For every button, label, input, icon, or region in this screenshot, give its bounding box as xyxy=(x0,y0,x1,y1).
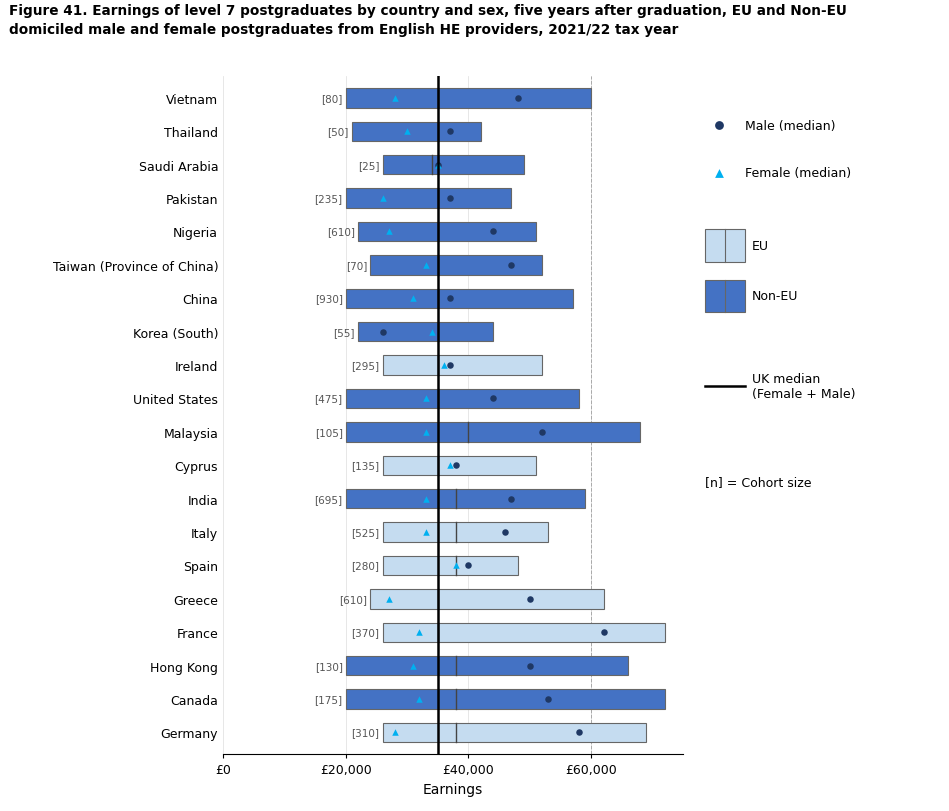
Point xyxy=(442,359,457,372)
Bar xyxy=(382,156,524,175)
Point xyxy=(504,492,519,505)
Bar xyxy=(382,723,646,742)
Text: [310]: [310] xyxy=(351,727,380,737)
Text: EU: EU xyxy=(752,240,769,253)
Point xyxy=(449,560,464,573)
Bar xyxy=(704,280,745,313)
Point xyxy=(442,293,457,306)
Bar xyxy=(345,656,628,676)
Point xyxy=(571,726,586,739)
Point xyxy=(437,359,452,372)
Text: [105]: [105] xyxy=(315,427,343,437)
Point xyxy=(522,593,537,606)
Bar xyxy=(345,290,573,308)
Text: [55]: [55] xyxy=(333,328,355,337)
Text: Female (median): Female (median) xyxy=(745,167,851,180)
Point xyxy=(534,426,549,439)
Point xyxy=(504,259,519,272)
Text: [175]: [175] xyxy=(314,694,343,704)
Point xyxy=(430,159,445,172)
Point xyxy=(405,293,420,306)
Bar xyxy=(370,255,542,275)
Point xyxy=(412,626,427,639)
Point xyxy=(418,492,433,505)
Point xyxy=(387,726,402,739)
Bar xyxy=(345,189,512,208)
Text: [930]: [930] xyxy=(315,294,343,304)
Text: [n] = Cohort size: [n] = Cohort size xyxy=(704,475,811,488)
Point xyxy=(497,526,512,539)
Point xyxy=(418,426,433,439)
Text: [135]: [135] xyxy=(351,461,380,470)
Point xyxy=(400,126,415,139)
Point xyxy=(541,693,556,706)
Text: [80]: [80] xyxy=(322,94,343,104)
Point xyxy=(412,693,427,706)
Bar xyxy=(382,356,542,375)
Text: [25]: [25] xyxy=(358,161,380,170)
Text: [295]: [295] xyxy=(351,361,380,371)
Bar xyxy=(382,623,665,642)
Text: [475]: [475] xyxy=(314,394,343,404)
Point xyxy=(596,626,611,639)
Bar xyxy=(358,323,493,342)
Bar xyxy=(345,423,641,442)
Point xyxy=(381,225,397,238)
Point xyxy=(522,659,537,672)
Point xyxy=(405,659,420,672)
Text: Male (median): Male (median) xyxy=(745,120,835,133)
Bar xyxy=(345,489,586,508)
Bar xyxy=(704,230,745,263)
Point xyxy=(449,459,464,472)
Text: Non-EU: Non-EU xyxy=(752,290,798,303)
Point xyxy=(424,326,439,339)
Bar xyxy=(358,222,536,242)
Text: [130]: [130] xyxy=(315,661,343,671)
Point xyxy=(486,225,501,238)
Text: [610]: [610] xyxy=(339,594,367,604)
Bar xyxy=(345,89,591,109)
Text: [50]: [50] xyxy=(327,127,349,137)
Point xyxy=(510,92,525,105)
Bar xyxy=(382,556,517,576)
Text: [280]: [280] xyxy=(351,560,380,571)
Point xyxy=(418,259,433,272)
Bar xyxy=(345,389,579,409)
Text: UK median
(Female + Male): UK median (Female + Male) xyxy=(752,373,856,401)
Bar xyxy=(352,122,481,142)
Bar xyxy=(382,456,536,475)
Point xyxy=(375,326,390,339)
Text: [70]: [70] xyxy=(345,260,367,271)
Point xyxy=(418,526,433,539)
Text: [610]: [610] xyxy=(327,227,355,237)
Bar xyxy=(382,523,549,542)
Text: [695]: [695] xyxy=(314,494,343,504)
Point xyxy=(711,120,726,133)
Bar xyxy=(345,689,665,709)
Point xyxy=(486,393,501,406)
Point xyxy=(461,560,476,573)
Point xyxy=(442,126,457,139)
Text: [525]: [525] xyxy=(351,527,380,538)
Text: [370]: [370] xyxy=(351,628,380,637)
Point xyxy=(418,393,433,406)
Point xyxy=(442,459,457,472)
Point xyxy=(387,92,402,105)
Text: Figure 41. Earnings of level 7 postgraduates by country and sex, five years afte: Figure 41. Earnings of level 7 postgradu… xyxy=(9,4,847,37)
X-axis label: Earnings: Earnings xyxy=(423,782,483,796)
Point xyxy=(381,593,397,606)
Text: [235]: [235] xyxy=(314,194,343,204)
Point xyxy=(711,167,726,180)
Point xyxy=(430,159,445,172)
Bar xyxy=(370,590,604,609)
Point xyxy=(375,192,390,205)
Point xyxy=(442,192,457,205)
